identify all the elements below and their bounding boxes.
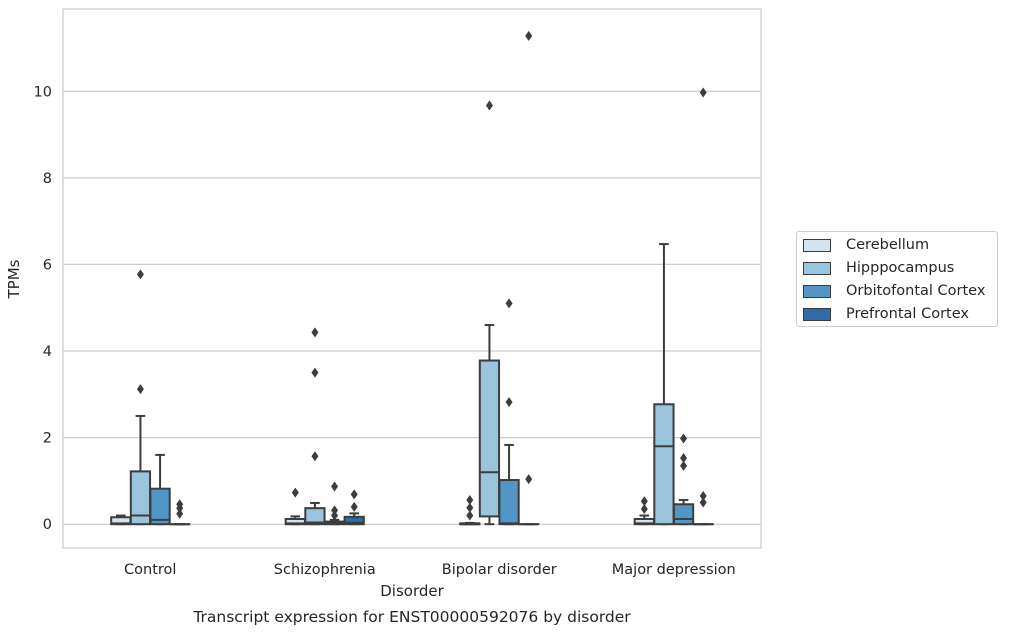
outlier-point bbox=[640, 504, 648, 515]
outlier-point bbox=[680, 452, 688, 463]
box-iqr bbox=[149, 487, 171, 526]
outlier-point bbox=[680, 460, 688, 471]
box-iqr bbox=[653, 403, 675, 526]
outlier-point bbox=[331, 481, 339, 492]
box-2-1 bbox=[129, 269, 152, 526]
outlier-point bbox=[525, 474, 533, 485]
box-3-2 bbox=[323, 481, 346, 526]
box-3-1 bbox=[149, 453, 171, 526]
legend-swatch-orbitofrontal-cortex bbox=[803, 284, 831, 298]
outlier-point bbox=[176, 508, 184, 519]
box-iqr bbox=[304, 507, 326, 526]
outlier-point bbox=[311, 451, 319, 462]
plot-frame bbox=[62, 8, 762, 549]
legend-label: Prefrontal Cortex bbox=[846, 306, 969, 322]
y-tick-label: 8 bbox=[43, 171, 52, 187]
outlier-point bbox=[699, 497, 707, 508]
box-1-2 bbox=[284, 487, 306, 526]
y-tick-label: 10 bbox=[34, 84, 52, 100]
outlier-point bbox=[331, 510, 339, 521]
box-2-2 bbox=[304, 327, 326, 526]
outlier-point bbox=[331, 505, 339, 516]
box-3-3 bbox=[498, 298, 520, 526]
box-iqr bbox=[498, 479, 520, 526]
legend-item-orbitofrontal-cortex: Orbitofontal Cortex bbox=[803, 280, 985, 302]
legend-label: Hipppocampus bbox=[846, 260, 955, 276]
outlier-point bbox=[680, 433, 688, 444]
box-4-2 bbox=[343, 489, 365, 526]
outlier-point bbox=[350, 501, 358, 512]
outlier-point bbox=[640, 496, 648, 507]
x-tick-labels: Control Schizophrenia Bipolar disorder Majo… bbox=[124, 562, 736, 578]
box-2-3 bbox=[478, 100, 501, 526]
outlier-point bbox=[466, 502, 474, 513]
box-4-3 bbox=[518, 30, 540, 526]
box-iqr bbox=[672, 503, 695, 526]
legend-label: Orbitofontal Cortex bbox=[846, 283, 986, 299]
legend-item-hippocampus: Hipppocampus bbox=[803, 257, 954, 279]
outlier-point bbox=[291, 487, 299, 498]
box-1-3 bbox=[459, 494, 481, 526]
outlier-point bbox=[136, 269, 144, 280]
legend: Cerebellum Hipppocampus Orbitofontal Cor… bbox=[796, 231, 998, 327]
y-tick-label: 6 bbox=[43, 257, 52, 273]
legend-label: Cerebellum bbox=[846, 237, 930, 253]
box-4-4 bbox=[692, 87, 714, 526]
legend-item-cerebellum: Cerebellum bbox=[803, 234, 929, 256]
y-tick-label: 0 bbox=[43, 517, 52, 533]
box-2-4 bbox=[653, 243, 675, 526]
outlier-point bbox=[505, 397, 513, 408]
box-3-4 bbox=[672, 433, 695, 526]
box-4-1 bbox=[169, 499, 191, 526]
legend-swatch-cerebellum bbox=[803, 238, 831, 252]
y-tick-label: 4 bbox=[43, 344, 52, 360]
chart-title: Transcript expression for ENST0000059207… bbox=[192, 608, 631, 626]
outlier-point bbox=[311, 327, 319, 338]
box-1-4 bbox=[633, 496, 655, 526]
outlier-point bbox=[699, 491, 707, 502]
outlier-point bbox=[311, 367, 319, 378]
x-tick-label: Major depression bbox=[612, 562, 736, 578]
x-tick-label: Schizophrenia bbox=[274, 562, 376, 578]
y-tick-label: 2 bbox=[43, 431, 52, 447]
legend-swatch-prefrontal-cortex bbox=[803, 307, 831, 321]
y-axis-label: TPMs bbox=[5, 259, 23, 299]
legend-item-prefrontal-cortex: Prefrontal Cortex bbox=[803, 303, 969, 325]
outlier-point bbox=[505, 298, 513, 309]
box-series bbox=[110, 30, 714, 526]
y-tick-labels: 0 2 4 6 8 10 bbox=[34, 84, 52, 533]
legend-swatch-hippocampus bbox=[803, 261, 831, 275]
box-iqr bbox=[478, 359, 501, 518]
outlier-point bbox=[466, 494, 474, 505]
x-tick-label: Bipolar disorder bbox=[442, 562, 557, 578]
outlier-point bbox=[466, 510, 474, 521]
outlier-point bbox=[699, 87, 707, 98]
x-axis-label: Disorder bbox=[380, 582, 444, 600]
outlier-point bbox=[176, 499, 184, 510]
x-tick-label: Control bbox=[124, 562, 176, 578]
box-iqr bbox=[343, 515, 365, 526]
outlier-point bbox=[485, 100, 493, 111]
outlier-point bbox=[525, 30, 533, 41]
box-1-1 bbox=[110, 514, 132, 526]
outlier-point bbox=[350, 489, 358, 500]
outlier-point bbox=[136, 384, 144, 395]
